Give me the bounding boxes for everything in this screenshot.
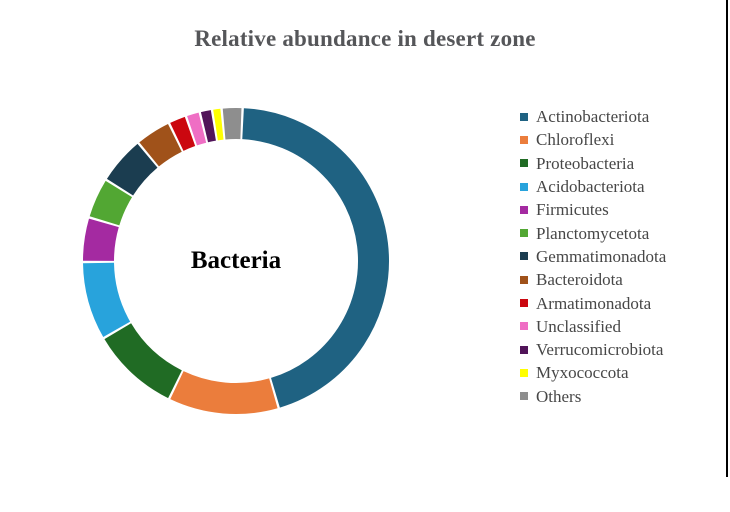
donut-segment-myxococcota [213, 108, 224, 141]
legend-label: Planctomycetota [536, 223, 650, 243]
legend-swatch-icon [520, 392, 528, 401]
legend-item-myxococcota: Myxococcota [520, 361, 666, 384]
donut-segment-verrucomicrobiota [200, 110, 217, 143]
donut-center-label: Bacteria [190, 247, 282, 274]
right-border-divider [726, 0, 728, 477]
legend-label: Others [536, 386, 582, 406]
donut-segment-chloroflexi [170, 370, 278, 414]
legend-label: Myxococcota [536, 363, 629, 383]
legend-swatch-icon [520, 368, 528, 377]
legend-item-planctomycetota: Planctomycetota [520, 221, 666, 244]
legend-item-gemmatimonadota: Gemmatimonadota [520, 245, 666, 268]
donut-segment-gemmatimonadota [106, 143, 158, 196]
legend-swatch-icon [520, 229, 528, 238]
legend-item-verrucomicrobiota: Verrucomicrobiota [520, 338, 666, 361]
legend-item-acidobacteriota: Acidobacteriota [520, 175, 666, 198]
legend-swatch-icon [520, 299, 528, 308]
chart-legend: Actinobacteriota Chloroflexi Proteobacteri… [520, 105, 666, 408]
legend-item-unclassified: Unclassified [520, 315, 666, 338]
legend-item-chloroflexi: Chloroflexi [520, 128, 666, 151]
legend-swatch-icon [520, 135, 528, 144]
legend-label: Armatimonadota [536, 293, 652, 313]
legend-label: Bacteroidota [536, 270, 623, 290]
legend-swatch-icon [520, 322, 528, 331]
legend-swatch-icon [520, 182, 528, 191]
legend-label: Gemmatimonadota [536, 246, 667, 266]
legend-swatch-icon [520, 159, 528, 168]
donut-segment-acidobacteriota [83, 262, 131, 338]
legend-item-bacteroidota: Bacteroidota [520, 268, 666, 291]
legend-swatch-icon [520, 275, 528, 284]
legend-item-others: Others [520, 385, 666, 408]
donut-segment-firmicutes [83, 218, 119, 262]
donut-segment-bacteroidota [139, 123, 183, 167]
legend-item-firmicutes: Firmicutes [520, 198, 666, 221]
legend-swatch-icon [520, 345, 528, 354]
legend-item-actinobacteriota: Actinobacteriota [520, 105, 666, 128]
legend-swatch-icon [520, 252, 528, 261]
legend-label: Firmicutes [536, 200, 609, 220]
legend-label: Unclassified [536, 316, 621, 336]
legend-swatch-icon [520, 112, 528, 121]
chart-title: Relative abundance in desert zone [194, 26, 536, 51]
donut-segment-unclassified [187, 112, 207, 146]
legend-label: Proteobacteria [536, 153, 635, 173]
legend-label: Verrucomicrobiota [536, 340, 664, 360]
legend-item-proteobacteria: Proteobacteria [520, 152, 666, 175]
donut-segment-proteobacteria [104, 322, 183, 399]
legend-item-armatimonadota: Armatimonadota [520, 291, 666, 314]
legend-label: Chloroflexi [536, 130, 615, 150]
legend-swatch-icon [520, 205, 528, 214]
legend-label: Acidobacteriota [536, 177, 645, 197]
donut-segment-planctomycetota [89, 180, 133, 226]
legend-label: Actinobacteriota [536, 107, 650, 127]
donut-segment-actinobacteriota [242, 108, 389, 408]
donut-segment-others [222, 108, 242, 140]
donut-segment-armatimonadota [170, 116, 196, 151]
